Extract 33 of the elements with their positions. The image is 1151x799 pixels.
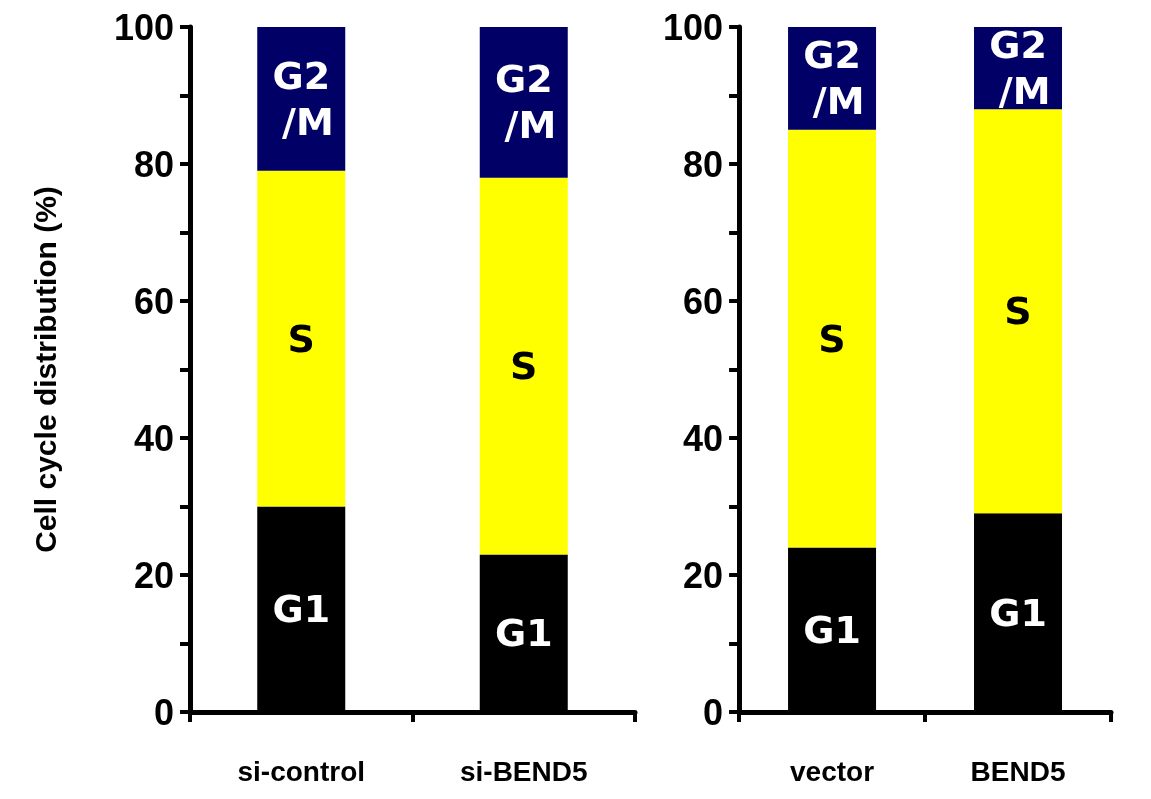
bar bbox=[974, 109, 1063, 514]
bar bbox=[479, 177, 568, 555]
series-label: G1 bbox=[803, 607, 861, 652]
y-tick-label: 20 bbox=[133, 554, 174, 596]
y-tick-label: 0 bbox=[153, 691, 174, 733]
y-tick-label: 40 bbox=[133, 417, 174, 459]
text: G1 bbox=[989, 590, 1047, 635]
y-tick-label: 0 bbox=[703, 691, 724, 733]
y-tick-label: 80 bbox=[683, 143, 724, 185]
x-tick-label: BEND5 bbox=[970, 755, 1066, 787]
series-label: G2 /M bbox=[985, 23, 1051, 114]
x-tick-label: si-BEND5 bbox=[459, 755, 588, 787]
y-tick-label: 100 bbox=[662, 6, 724, 48]
bar bbox=[257, 170, 346, 507]
series-label: G2 /M bbox=[268, 53, 334, 144]
y-tick-label: 60 bbox=[133, 280, 174, 322]
y-tick-label: 100 bbox=[113, 6, 174, 48]
y-tick-label: 40 bbox=[683, 417, 724, 459]
text: S bbox=[287, 316, 315, 361]
bar bbox=[788, 129, 877, 548]
text: G2 /M bbox=[803, 33, 865, 124]
text: S bbox=[1004, 289, 1032, 334]
series-label: S bbox=[818, 316, 846, 361]
y-axis-title: Cell cycle distribution (%) bbox=[28, 186, 62, 553]
text: G1 bbox=[272, 587, 331, 632]
x-tick-label: vector bbox=[790, 755, 875, 787]
x-tick-label: si-control bbox=[237, 755, 366, 787]
y-tick-label: 60 bbox=[683, 280, 724, 322]
series-label: S bbox=[510, 344, 538, 389]
text: G2 /M bbox=[494, 57, 557, 148]
y-tick-label: 20 bbox=[683, 554, 724, 596]
y-tick-label: 80 bbox=[133, 143, 174, 185]
series-label: G1 bbox=[494, 611, 553, 656]
